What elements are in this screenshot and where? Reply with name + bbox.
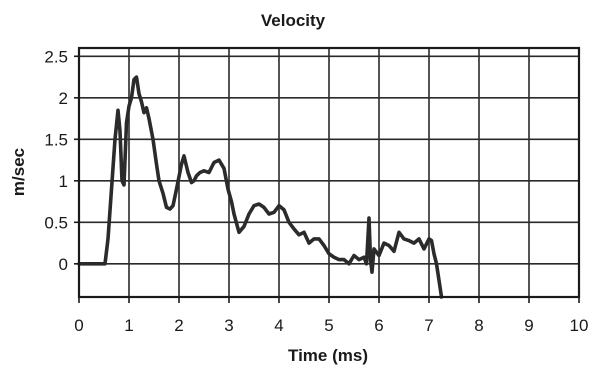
x-axis-label: Time (ms) [288,346,368,365]
x-tick-label: 10 [570,316,589,335]
x-axis-ticks: 0 1 2 3 4 5 6 7 8 9 10 [74,297,588,335]
x-tick-label: 8 [474,316,483,335]
chart-title: Velocity [261,11,326,30]
y-tick-label: 2.5 [44,47,68,66]
x-tick-label: 6 [374,316,383,335]
x-tick-label: 1 [124,316,133,335]
y-tick-label: 0.5 [44,213,68,232]
x-tick-label: 2 [174,316,183,335]
x-tick-label: 5 [324,316,333,335]
y-tick-label: 1.5 [44,130,68,149]
y-tick-label: 2 [59,89,68,108]
y-axis-ticks: 0 0.5 1 1.5 2 2.5 [44,47,79,274]
y-axis-label: m/sec [9,148,28,196]
x-tick-label: 4 [274,316,283,335]
x-tick-label: 9 [524,316,533,335]
grid-lines [79,48,580,297]
y-tick-label: 1 [59,172,68,191]
x-tick-label: 3 [224,316,233,335]
x-tick-label: 0 [74,316,83,335]
velocity-series-line [77,75,444,299]
x-tick-label: 7 [424,316,433,335]
y-tick-label: 0 [59,255,68,274]
series-group [77,75,444,299]
